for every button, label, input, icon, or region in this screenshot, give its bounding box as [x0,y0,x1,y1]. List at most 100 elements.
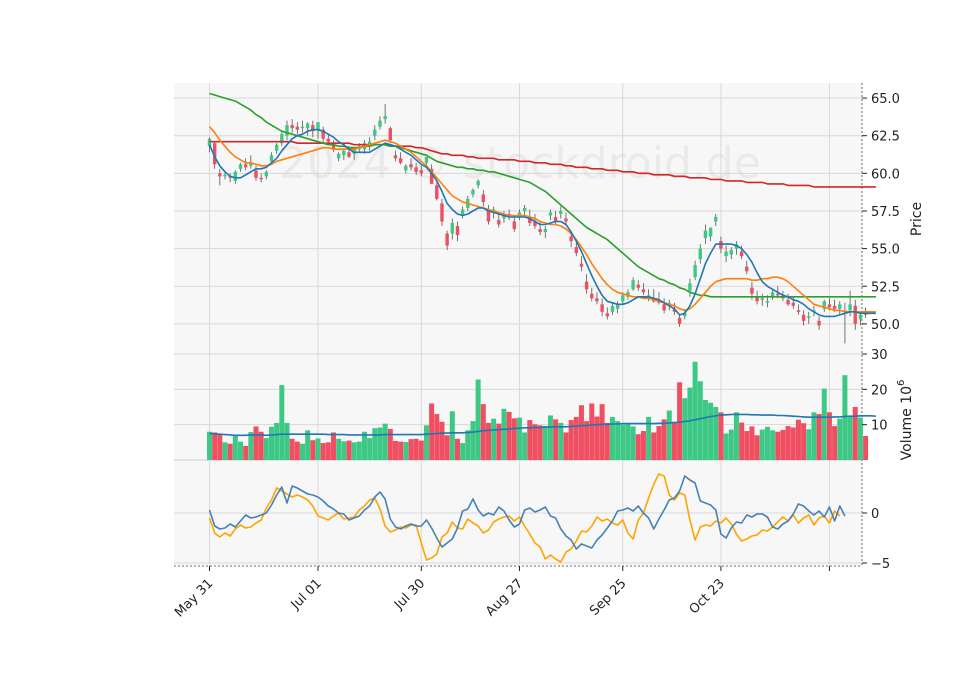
ma-mid-line [208,126,876,313]
x-tick-label: Aug 27 [483,576,526,619]
candle-body [832,305,837,309]
volume-bar [749,426,755,460]
volume-bar [212,432,218,460]
volume-bar [578,405,584,460]
candle-body [274,144,279,151]
volume-bar [615,421,621,460]
volume-bar [708,402,714,460]
candle-body [739,251,744,257]
volume-bar [671,421,677,460]
volume-bar [279,385,285,460]
watermark: 2024 © stockdroid.de [279,138,761,189]
candle-body [285,125,289,136]
volume-y-tick-label: 20 [871,383,888,398]
volume-bar [449,411,455,460]
volume-bar [542,426,548,460]
volume-bar [356,441,362,460]
price-panel [207,92,876,344]
macd-signal-line [208,473,841,563]
price-y-tick-label: 55.0 [871,243,900,258]
candle-body [347,152,351,157]
ma-long-line [209,92,876,298]
candle-body [765,301,770,303]
volume-bar [268,426,274,460]
candle-body [528,216,532,224]
candle-body [776,293,780,296]
candle-body [755,296,759,302]
volume-bar [243,445,249,460]
volume-bar [315,438,321,460]
candle-body [486,209,491,222]
volume-bar [522,432,528,460]
volume-bar [863,435,869,460]
volume-bar [237,441,243,460]
macd-y-tick-label: −5 [871,557,890,572]
volume-bar [320,443,326,460]
ma-short-line [208,128,876,318]
candle-body [512,221,516,230]
volume-bar [739,422,745,460]
volume-bar [553,419,559,460]
volume-bar [558,422,564,460]
volume-bar [697,381,703,460]
x-tick-label: Jul 01 [288,576,325,613]
candle-body [476,180,480,186]
candle-body [538,229,542,233]
price-y-tick-label: 62.5 [871,130,900,145]
volume-bar [460,443,466,460]
candle-body [760,298,764,300]
candle-body [688,283,692,291]
candle-body [636,284,640,288]
volume-bar [847,416,853,460]
volume-bar [625,423,631,460]
volume-bar [842,375,848,460]
volume-bar [666,410,672,460]
volume-bar [336,438,342,460]
candle-body [672,308,677,312]
volume-bar [594,416,600,460]
volume-bar [501,408,507,460]
volume-bar [532,424,538,460]
volume-bar [248,432,254,460]
volume-bar [423,425,429,460]
volume-bar [806,429,812,460]
volume-bar [635,434,641,460]
volume-bar [258,431,264,460]
volume-bar [263,438,269,460]
volume-ma-line [209,413,876,437]
candle-body [807,316,811,318]
candle-body [615,304,620,309]
volume-bar [284,422,290,460]
volume-bar [444,435,450,460]
candle-body [414,167,418,172]
volume-bar [563,432,569,460]
volume-bar [470,421,476,460]
macd-line [208,475,846,550]
candle-body [280,134,284,144]
volume-bar [392,440,398,460]
candle-body [238,164,243,169]
candle-body [218,173,222,177]
volume-bar [418,440,424,460]
candle-body [254,170,258,178]
volume-bar [795,419,801,460]
candle-body [543,229,547,233]
price-y-tick-label: 50.0 [871,318,900,333]
volume-bar [702,399,708,460]
x-tick-label: Sep 25 [587,576,630,619]
volume-bar [780,429,786,460]
candle-body [600,304,604,312]
volume-bar [775,431,781,460]
candle-body [698,248,702,260]
candle-body [269,155,274,162]
candle-body [729,250,733,255]
x-tick-label: May 31 [172,576,216,620]
volume-bar [305,430,311,460]
volume-bar [382,423,388,460]
volume-bar [485,422,491,460]
volume-bar [785,426,791,460]
candle-body [770,292,775,297]
volume-bar [289,438,295,460]
volume-bar [646,416,652,460]
